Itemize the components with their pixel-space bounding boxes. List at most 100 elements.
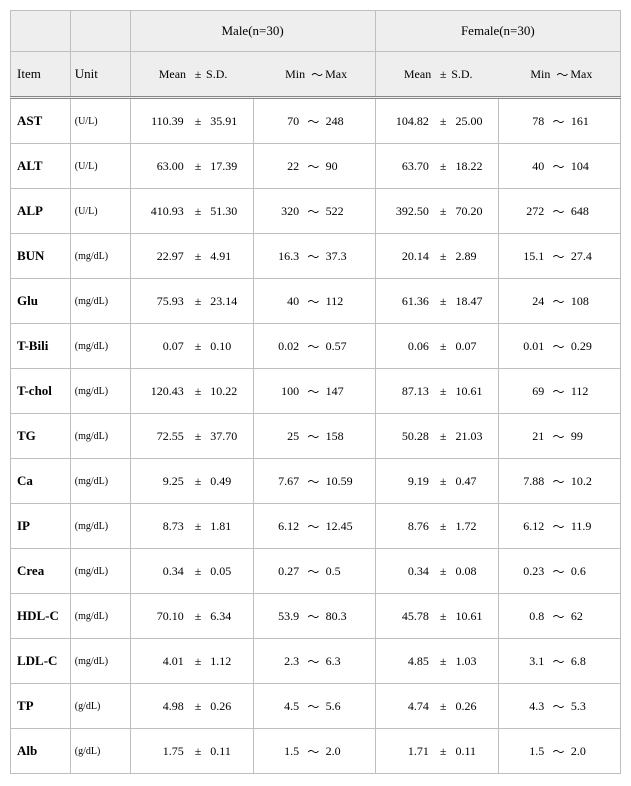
cell-female-pm: ± <box>433 279 454 324</box>
cell-female-max: 0.6 <box>569 549 621 594</box>
cell-female-max: 99 <box>569 414 621 459</box>
cell-female-sd: 0.11 <box>453 729 498 774</box>
cell-male-min: 320 <box>254 189 303 234</box>
table-row: Ca(mg/dL)9.25±0.497.67～10.599.19±0.477.8… <box>11 459 621 504</box>
cell-female-sd: 0.47 <box>453 459 498 504</box>
cell-female-tilde: ～ <box>548 324 569 369</box>
cell-male-sd: 35.91 <box>208 98 253 144</box>
cell-item: AST <box>11 98 71 144</box>
cell-male-max: 12.45 <box>324 504 376 549</box>
header-male-min-max: Min ～ Max <box>254 52 376 98</box>
cell-male-min: 16.3 <box>254 234 303 279</box>
header-female-group: Female(n=30) <box>375 11 620 52</box>
cell-female-sd: 18.22 <box>453 144 498 189</box>
cell-female-min: 15.1 <box>499 234 548 279</box>
table-row: Crea(mg/dL)0.34±0.050.27～0.50.34±0.080.2… <box>11 549 621 594</box>
cell-male-mean: 63.00 <box>130 144 188 189</box>
cell-female-pm: ± <box>433 729 454 774</box>
cell-female-sd: 0.08 <box>453 549 498 594</box>
cell-item: Alb <box>11 729 71 774</box>
cell-male-sd: 0.26 <box>208 684 253 729</box>
cell-female-max: 27.4 <box>569 234 621 279</box>
cell-male-min: 4.5 <box>254 684 303 729</box>
cell-male-sd: 17.39 <box>208 144 253 189</box>
cell-male-pm: ± <box>188 729 209 774</box>
cell-female-sd: 0.07 <box>453 324 498 369</box>
cell-female-sd: 1.72 <box>453 504 498 549</box>
cell-male-mean: 22.97 <box>130 234 188 279</box>
cell-female-tilde: ～ <box>548 234 569 279</box>
cell-male-tilde: ～ <box>303 504 324 549</box>
cell-male-tilde: ～ <box>303 98 324 144</box>
cell-female-mean: 61.36 <box>375 279 433 324</box>
cell-unit: (mg/dL) <box>70 414 130 459</box>
header-male-mean-sd: Mean ± S.D. <box>130 52 254 98</box>
cell-female-mean: 1.71 <box>375 729 433 774</box>
cell-male-min: 6.12 <box>254 504 303 549</box>
cell-male-min: 40 <box>254 279 303 324</box>
cell-female-max: 11.9 <box>569 504 621 549</box>
cell-female-min: 69 <box>499 369 548 414</box>
cell-female-mean: 87.13 <box>375 369 433 414</box>
cell-male-min: 0.02 <box>254 324 303 369</box>
cell-male-max: 37.3 <box>324 234 376 279</box>
header-blank-item <box>11 11 71 52</box>
cell-male-sd: 4.91 <box>208 234 253 279</box>
cell-female-sd: 18.47 <box>453 279 498 324</box>
table-row: Glu(mg/dL)75.93±23.1440～11261.36±18.4724… <box>11 279 621 324</box>
cell-female-max: 108 <box>569 279 621 324</box>
cell-female-min: 3.1 <box>499 639 548 684</box>
cell-female-tilde: ～ <box>548 549 569 594</box>
cell-male-max: 522 <box>324 189 376 234</box>
cell-male-pm: ± <box>188 324 209 369</box>
cell-female-min: 21 <box>499 414 548 459</box>
cell-female-tilde: ～ <box>548 639 569 684</box>
cell-male-tilde: ～ <box>303 279 324 324</box>
cell-female-min: 4.3 <box>499 684 548 729</box>
cell-female-mean: 4.74 <box>375 684 433 729</box>
cell-male-mean: 9.25 <box>130 459 188 504</box>
cell-female-sd: 0.26 <box>453 684 498 729</box>
cell-female-min: 1.5 <box>499 729 548 774</box>
cell-male-sd: 6.34 <box>208 594 253 639</box>
table-row: BUN(mg/dL)22.97±4.9116.3～37.320.14±2.891… <box>11 234 621 279</box>
cell-female-mean: 392.50 <box>375 189 433 234</box>
cell-unit: (U/L) <box>70 98 130 144</box>
cell-male-mean: 8.73 <box>130 504 188 549</box>
cell-female-pm: ± <box>433 684 454 729</box>
cell-female-max: 2.0 <box>569 729 621 774</box>
cell-female-min: 0.23 <box>499 549 548 594</box>
cell-female-tilde: ～ <box>548 459 569 504</box>
table-row: TP(g/dL)4.98±0.264.5～5.64.74±0.264.3～5.3 <box>11 684 621 729</box>
cell-male-min: 25 <box>254 414 303 459</box>
cell-unit: (mg/dL) <box>70 459 130 504</box>
cell-female-max: 62 <box>569 594 621 639</box>
cell-male-mean: 4.98 <box>130 684 188 729</box>
cell-male-max: 147 <box>324 369 376 414</box>
table-row: TG(mg/dL)72.55±37.7025～15850.28±21.0321～… <box>11 414 621 459</box>
cell-male-sd: 0.10 <box>208 324 253 369</box>
cell-female-max: 104 <box>569 144 621 189</box>
table-row: ALT(U/L)63.00±17.3922～9063.70±18.2240～10… <box>11 144 621 189</box>
cell-female-pm: ± <box>433 639 454 684</box>
cell-male-mean: 0.34 <box>130 549 188 594</box>
cell-female-mean: 63.70 <box>375 144 433 189</box>
cell-female-max: 112 <box>569 369 621 414</box>
cell-female-min: 6.12 <box>499 504 548 549</box>
table-row: AST(U/L)110.39±35.9170～248104.82±25.0078… <box>11 98 621 144</box>
cell-male-sd: 10.22 <box>208 369 253 414</box>
cell-male-tilde: ～ <box>303 234 324 279</box>
cell-male-max: 0.5 <box>324 549 376 594</box>
cell-female-tilde: ～ <box>548 594 569 639</box>
cell-unit: (g/dL) <box>70 684 130 729</box>
cell-male-sd: 0.49 <box>208 459 253 504</box>
cell-female-tilde: ～ <box>548 98 569 144</box>
cell-unit: (mg/dL) <box>70 549 130 594</box>
cell-female-min: 40 <box>499 144 548 189</box>
cell-female-min: 7.88 <box>499 459 548 504</box>
cell-female-mean: 20.14 <box>375 234 433 279</box>
cell-unit: (mg/dL) <box>70 234 130 279</box>
cell-male-max: 112 <box>324 279 376 324</box>
cell-male-pm: ± <box>188 639 209 684</box>
cell-male-max: 6.3 <box>324 639 376 684</box>
